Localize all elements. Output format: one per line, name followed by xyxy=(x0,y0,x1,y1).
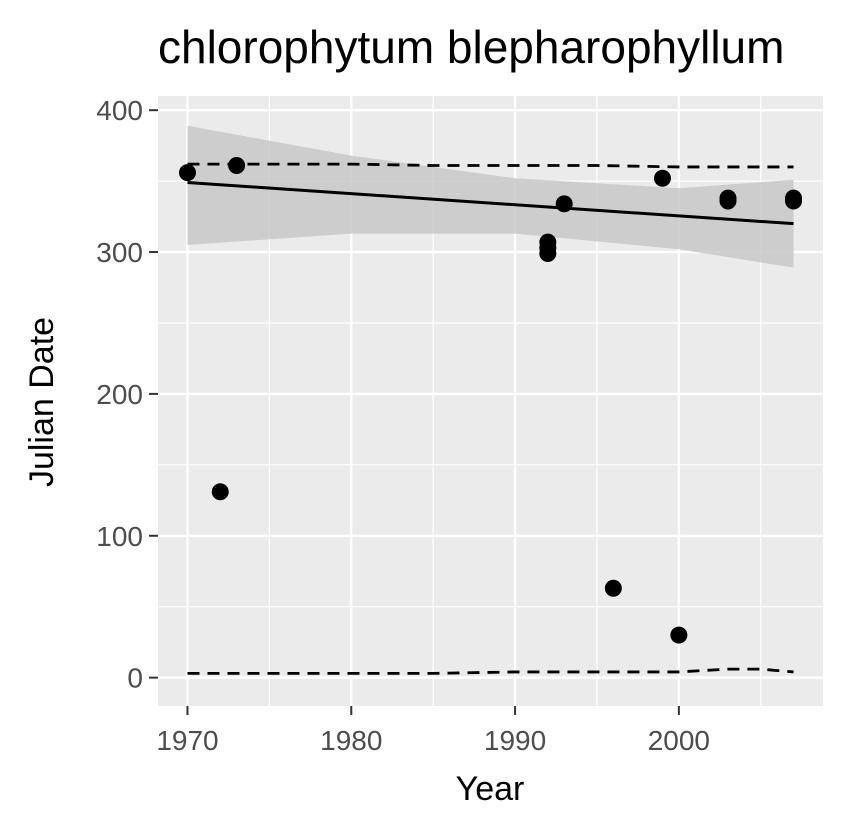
confidence-band xyxy=(187,125,794,268)
y-tick-label: 200 xyxy=(96,379,143,410)
y-axis-title: Julian Date xyxy=(23,317,61,487)
data-point xyxy=(228,157,246,175)
x-axis-title: Year xyxy=(456,770,525,808)
data-point xyxy=(719,192,737,210)
x-axis: 1970 1980 1990 2000 xyxy=(156,706,710,756)
y-tick-label: 100 xyxy=(96,521,143,552)
data-point xyxy=(539,244,557,262)
y-tick-label: 400 xyxy=(96,95,143,126)
data-point xyxy=(670,626,688,644)
y-tick-label: 300 xyxy=(96,237,143,268)
data-point xyxy=(653,169,671,187)
x-tick-label: 2000 xyxy=(648,725,710,756)
trend-line xyxy=(187,181,794,226)
data-points xyxy=(178,157,803,644)
data-point xyxy=(178,164,196,182)
lower-dashed-line xyxy=(187,667,794,675)
data-point xyxy=(785,192,803,210)
x-tick-label: 1980 xyxy=(320,725,382,756)
x-tick-label: 1990 xyxy=(484,725,546,756)
y-axis: 0 100 200 300 400 xyxy=(96,95,158,694)
upper-dashed-line xyxy=(187,162,794,169)
fit-lines xyxy=(187,162,794,675)
confidence-band-area xyxy=(187,125,794,268)
data-point xyxy=(555,195,573,213)
x-tick-label: 1970 xyxy=(156,725,218,756)
chart-title: chlorophytum blepharophyllum xyxy=(158,21,784,73)
data-point xyxy=(604,579,622,597)
data-point xyxy=(211,483,229,501)
y-tick-label: 0 xyxy=(127,663,143,694)
